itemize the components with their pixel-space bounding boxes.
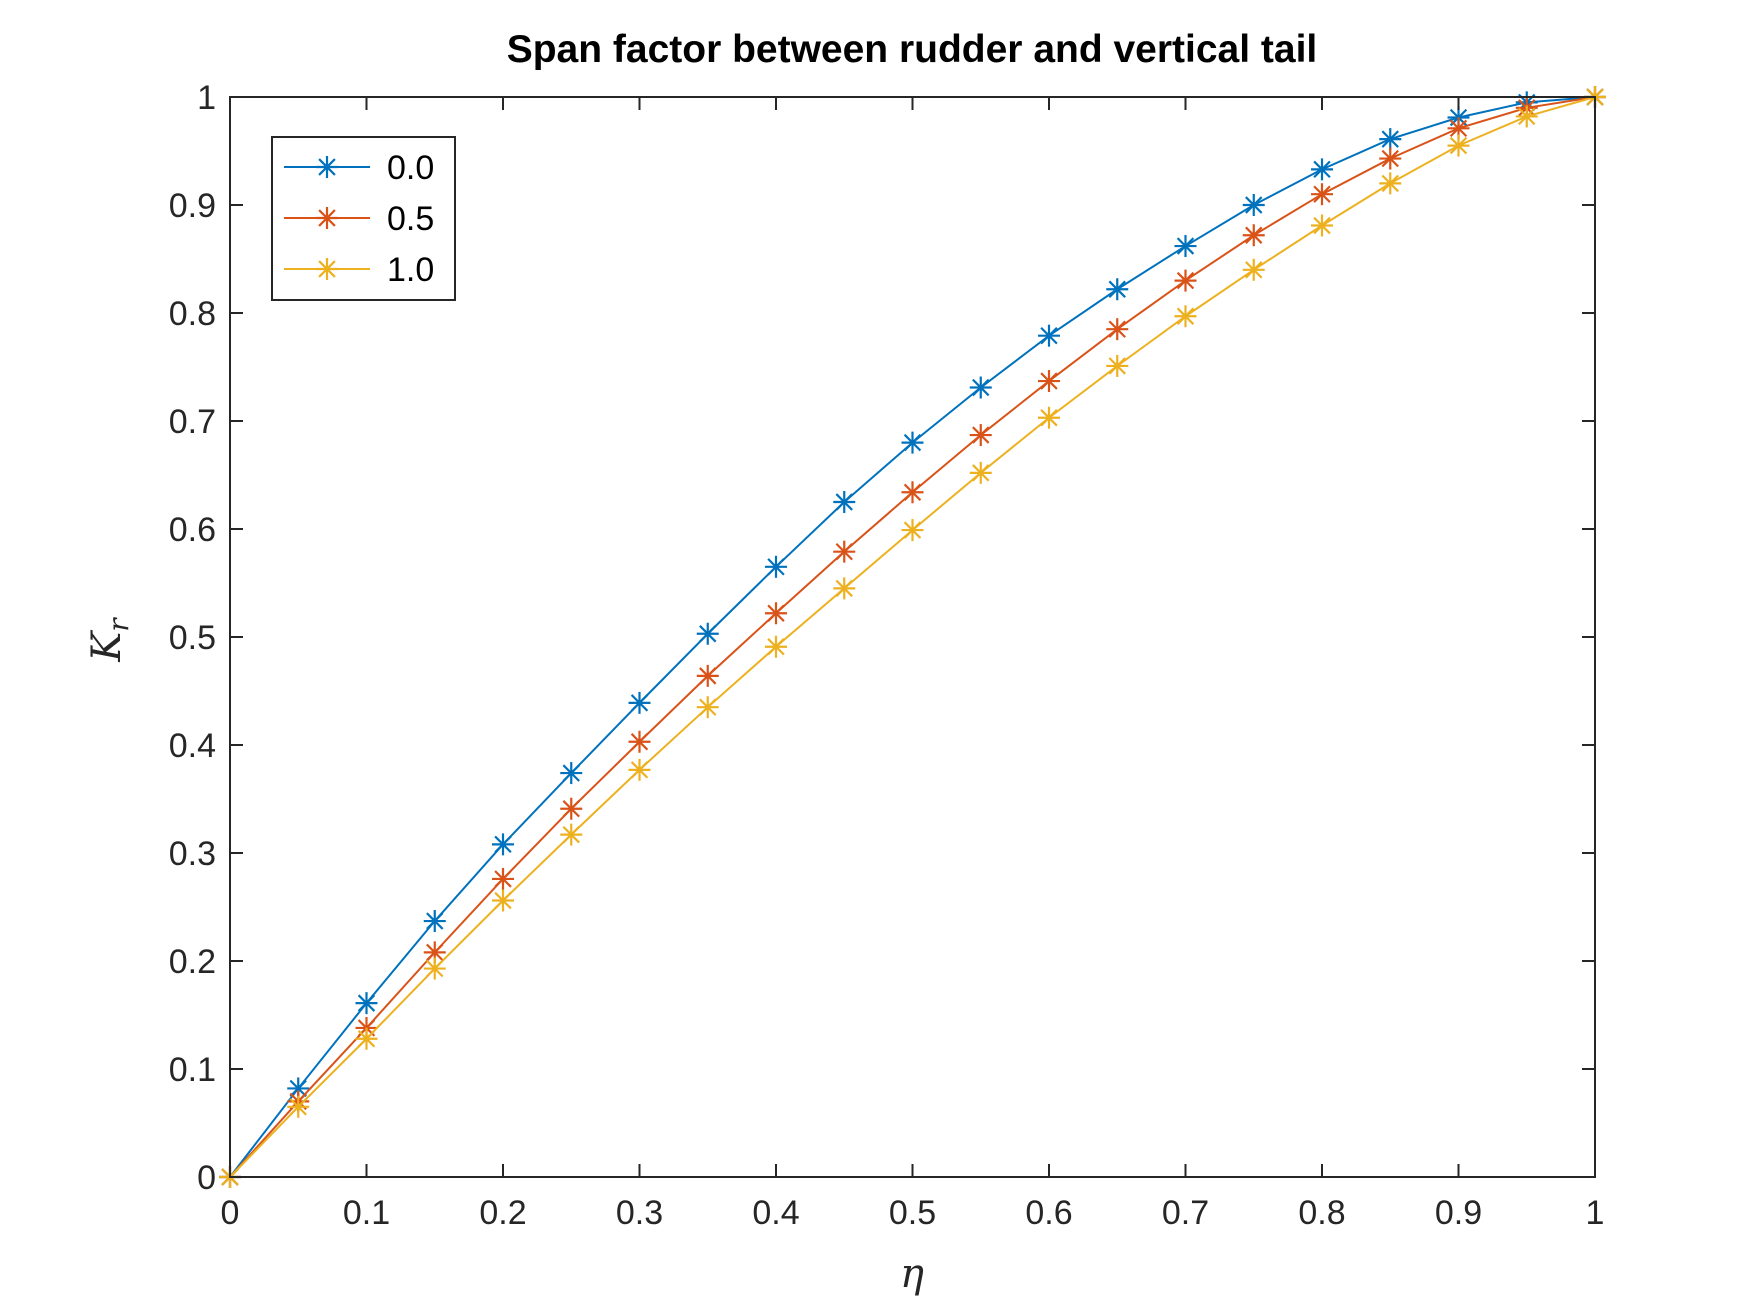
plot-area bbox=[219, 86, 1606, 1188]
legend-label: 1.0 bbox=[387, 251, 434, 289]
data-point bbox=[1242, 224, 1265, 247]
data-point bbox=[1311, 183, 1333, 206]
x-tick-label: 0.7 bbox=[1162, 1194, 1209, 1232]
legend-marker bbox=[316, 156, 338, 178]
data-point bbox=[492, 889, 514, 912]
x-tick-label: 0.1 bbox=[343, 1194, 390, 1232]
y-tick-label: 0.3 bbox=[169, 835, 216, 873]
data-point bbox=[628, 758, 651, 781]
x-tick-label: 0.8 bbox=[1298, 1194, 1345, 1232]
series-1 bbox=[219, 86, 1606, 1188]
legend-entry: 0.0 bbox=[284, 149, 434, 187]
data-point bbox=[696, 622, 719, 645]
data-point bbox=[1106, 318, 1129, 341]
data-point bbox=[1379, 147, 1402, 170]
data-point bbox=[628, 730, 651, 753]
data-point bbox=[901, 481, 924, 504]
legend-label: 0.0 bbox=[387, 149, 434, 187]
legend: 0.0 0.5 1.0 bbox=[271, 136, 456, 301]
data-point bbox=[560, 762, 583, 785]
data-point bbox=[1311, 158, 1333, 181]
legend-entry: 0.5 bbox=[284, 200, 434, 238]
data-point bbox=[287, 1077, 310, 1100]
x-tick-label: 0.2 bbox=[479, 1194, 526, 1232]
data-point bbox=[560, 823, 583, 846]
data-point bbox=[833, 540, 856, 563]
data-point bbox=[492, 867, 514, 890]
x-tick-label: 0.9 bbox=[1435, 1194, 1482, 1232]
data-point bbox=[560, 797, 583, 820]
x-tick-label: 0.5 bbox=[889, 1194, 936, 1232]
data-point bbox=[1038, 324, 1060, 347]
data-point bbox=[423, 941, 446, 964]
y-tick-label: 0.6 bbox=[169, 511, 216, 549]
data-point bbox=[765, 555, 787, 578]
data-point bbox=[1515, 105, 1538, 128]
data-point bbox=[765, 602, 787, 625]
y-axis-label: Kr bbox=[84, 617, 135, 663]
y-axis-label-subscript: r bbox=[102, 617, 135, 632]
data-point bbox=[1379, 172, 1402, 195]
data-point bbox=[1174, 235, 1197, 258]
y-tick-label: 0.8 bbox=[169, 295, 216, 333]
data-point bbox=[969, 424, 992, 447]
data-point bbox=[355, 992, 378, 1015]
data-point bbox=[1106, 354, 1129, 377]
y-tick-label: 0.9 bbox=[169, 187, 216, 225]
data-point bbox=[1379, 128, 1402, 151]
data-point bbox=[1311, 214, 1333, 237]
data-point bbox=[969, 461, 992, 484]
y-tick-label: 0.1 bbox=[169, 1051, 216, 1089]
data-point bbox=[1038, 370, 1060, 393]
series-2 bbox=[219, 86, 1606, 1188]
y-tick-label: 0 bbox=[197, 1159, 216, 1197]
data-point bbox=[355, 1027, 378, 1050]
data-point bbox=[628, 691, 651, 714]
data-point bbox=[287, 1095, 310, 1118]
data-point bbox=[765, 635, 787, 658]
y-axis: 0 0.1 0.2 0.3 0.4 0.5 0.6 0.7 0.8 0.9 1 bbox=[169, 79, 1595, 1197]
legend-entry: 1.0 bbox=[284, 251, 434, 289]
data-point bbox=[696, 696, 719, 719]
y-tick-label: 0.7 bbox=[169, 403, 216, 441]
data-point bbox=[969, 376, 992, 399]
y-tick-label: 1 bbox=[197, 79, 216, 117]
data-point bbox=[1106, 278, 1129, 301]
data-point bbox=[1447, 134, 1470, 157]
legend-marker bbox=[316, 207, 338, 229]
x-tick-label: 0.6 bbox=[1025, 1194, 1072, 1232]
y-tick-label: 0.4 bbox=[169, 727, 216, 765]
data-point bbox=[833, 577, 856, 600]
data-point bbox=[1242, 258, 1265, 281]
data-point bbox=[423, 910, 446, 933]
x-tick-label: 1 bbox=[1586, 1194, 1605, 1232]
data-point bbox=[1038, 406, 1060, 429]
data-point bbox=[1242, 194, 1265, 216]
data-point bbox=[1174, 305, 1197, 328]
x-tick-label: 0.3 bbox=[616, 1194, 663, 1232]
data-point bbox=[492, 833, 514, 856]
y-tick-label: 0.2 bbox=[169, 943, 216, 981]
legend-marker bbox=[316, 258, 338, 280]
y-axis-label-main: K bbox=[84, 630, 130, 663]
data-point bbox=[696, 664, 719, 687]
data-point bbox=[901, 519, 924, 542]
legend-label: 0.5 bbox=[387, 200, 434, 238]
data-point bbox=[833, 491, 856, 513]
x-axis-label: η bbox=[900, 1251, 924, 1297]
chart-title: Span factor between rudder and vertical … bbox=[507, 28, 1318, 71]
y-tick-label: 0.5 bbox=[169, 619, 216, 657]
data-point bbox=[901, 431, 924, 454]
x-tick-label: 0 bbox=[221, 1194, 240, 1232]
x-axis: 0 0.1 0.2 0.3 0.4 0.5 0.6 0.7 0.8 0.9 1 bbox=[221, 97, 1605, 1232]
data-point bbox=[1174, 269, 1197, 292]
data-point bbox=[423, 957, 446, 980]
x-tick-label: 0.4 bbox=[752, 1194, 799, 1232]
